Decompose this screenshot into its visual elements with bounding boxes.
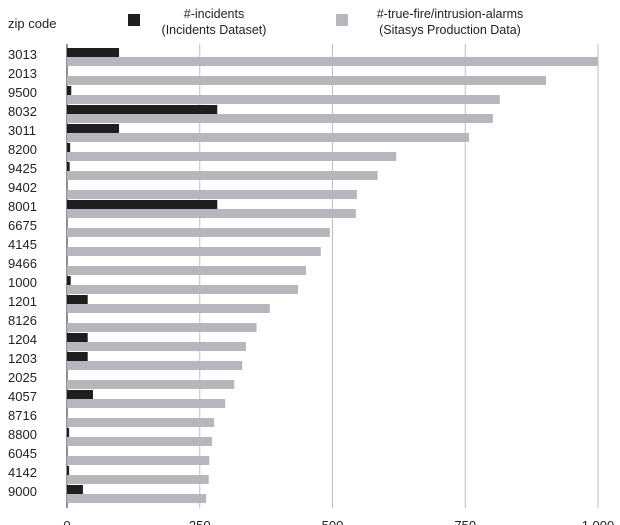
x-tick-label: 1,000 — [582, 518, 615, 525]
category-label: 1201 — [8, 294, 37, 309]
category-label: 8001 — [8, 199, 37, 214]
category-label: 3013 — [8, 47, 37, 62]
bar-incidents — [67, 295, 88, 304]
category-label: 4057 — [8, 389, 37, 404]
bar-alarms — [67, 95, 500, 104]
category-label: 6045 — [8, 446, 37, 461]
bar-alarms — [67, 437, 212, 446]
bar-incidents — [67, 466, 70, 475]
category-label: 9425 — [8, 161, 37, 176]
bar-incidents — [67, 200, 218, 209]
category-label: 8716 — [8, 408, 37, 423]
legend-swatch-alarms — [336, 14, 348, 26]
bar-alarms — [67, 228, 330, 237]
bar-alarms — [67, 171, 378, 180]
legend-label-alarms: #-true-fire/intrusion-alarms (Sitasys Pr… — [376, 7, 524, 37]
bar-alarms — [67, 494, 207, 503]
x-tick-label: 750 — [454, 518, 476, 525]
bar-incidents — [67, 276, 71, 285]
bar-alarms — [67, 285, 298, 294]
category-label: 9500 — [8, 85, 37, 100]
bar-alarms — [67, 456, 210, 465]
bar-alarms — [67, 323, 257, 332]
category-label: 2013 — [8, 66, 37, 81]
bar-alarms — [67, 304, 270, 313]
bar-alarms — [67, 209, 356, 218]
bar-alarms — [67, 475, 209, 484]
bar-alarms — [67, 133, 469, 142]
bar-incidents — [67, 352, 88, 361]
category-label: 9466 — [8, 256, 37, 271]
category-label: 8126 — [8, 313, 37, 328]
bar-alarms — [67, 361, 243, 370]
bar-alarms — [67, 190, 357, 199]
category-label: 9402 — [8, 180, 37, 195]
bar-alarms — [67, 266, 306, 275]
bar-incidents — [67, 143, 71, 152]
category-label: 3011 — [8, 123, 36, 138]
category-label: 8032 — [8, 104, 37, 119]
bar-incidents — [67, 428, 70, 437]
category-label: 6675 — [8, 218, 37, 233]
bar-incidents — [67, 162, 70, 171]
bar-incidents — [67, 86, 72, 95]
category-label: 9000 — [8, 484, 37, 499]
bar-alarms — [67, 418, 215, 427]
category-label: 1203 — [8, 351, 37, 366]
bar-incidents — [67, 333, 88, 342]
bar-alarms — [67, 152, 397, 161]
bar-alarms — [67, 380, 235, 389]
bar-alarms — [67, 57, 598, 66]
x-tick-label: 250 — [189, 518, 211, 525]
category-label: 8800 — [8, 427, 37, 442]
legend-label-incidents: #-incidents (Incidents Dataset) — [161, 7, 267, 37]
bar-incidents — [67, 485, 83, 494]
zip-code-header: zip code — [8, 16, 57, 31]
legend-swatch-incidents — [128, 14, 140, 26]
category-label: 2025 — [8, 370, 37, 385]
bar-alarms — [67, 247, 321, 256]
category-label: 4142 — [8, 465, 37, 480]
category-label: 8200 — [8, 142, 37, 157]
category-label: 4145 — [8, 237, 37, 252]
bar-alarms — [67, 76, 546, 85]
bar-alarms — [67, 114, 493, 123]
bar-alarms — [67, 342, 246, 351]
bar-incidents — [67, 124, 120, 133]
x-tick-label: 0 — [63, 518, 70, 525]
x-tick-label: 500 — [322, 518, 344, 525]
bar-incidents — [67, 390, 94, 399]
bar-alarms — [67, 399, 226, 408]
bar-incidents — [67, 48, 120, 57]
category-label: 1204 — [8, 332, 37, 347]
category-label: 1000 — [8, 275, 37, 290]
bar-incidents — [67, 105, 218, 114]
